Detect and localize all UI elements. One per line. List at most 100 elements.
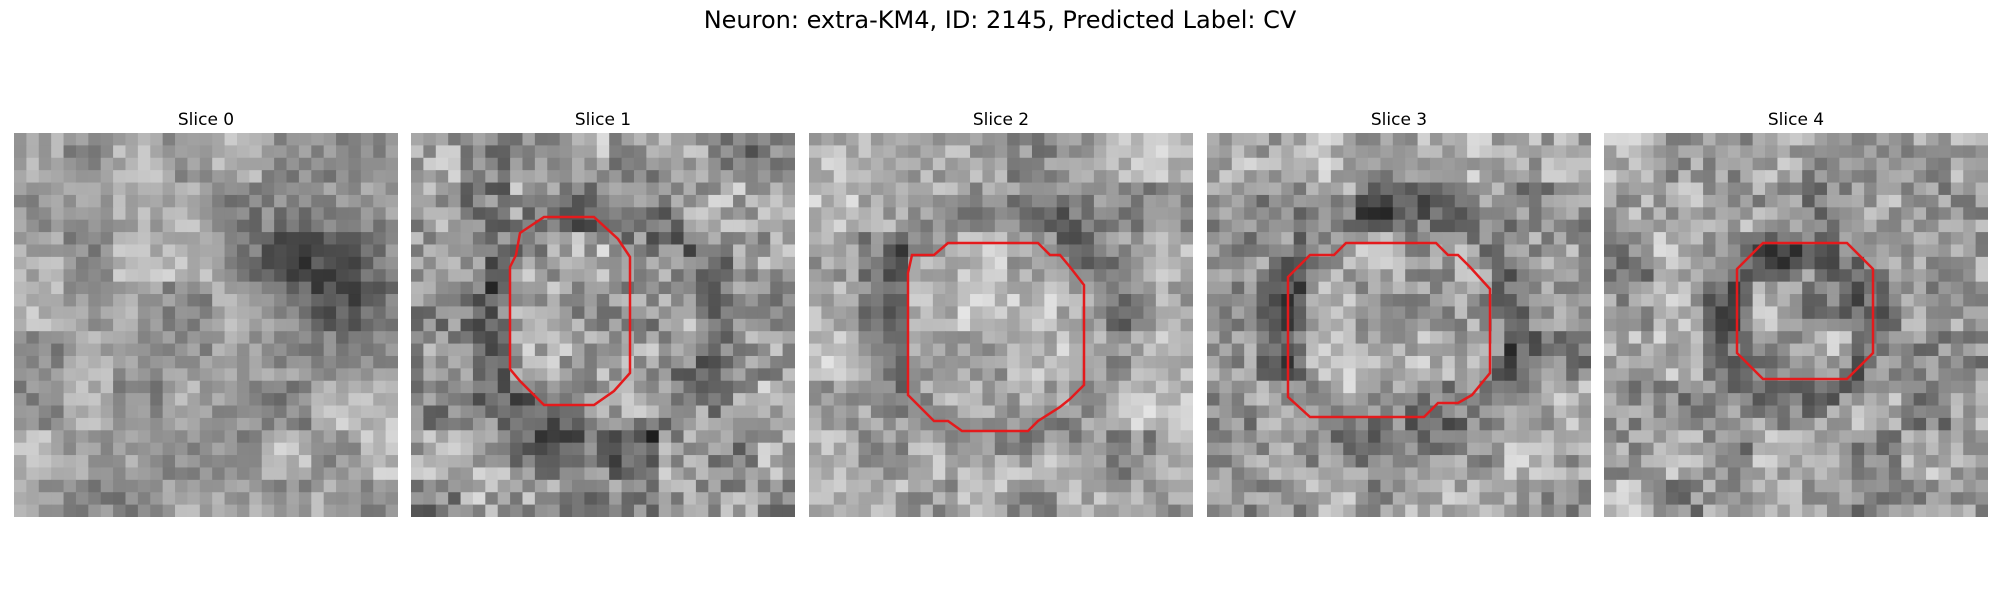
pixel bbox=[1044, 306, 1058, 320]
pixel bbox=[497, 207, 511, 221]
pixel bbox=[162, 343, 176, 357]
pixel bbox=[175, 430, 189, 444]
pixel bbox=[1244, 207, 1258, 221]
pixel bbox=[411, 492, 424, 506]
pixel bbox=[472, 207, 486, 221]
pixel bbox=[1814, 170, 1828, 184]
pixel bbox=[1777, 430, 1791, 444]
pixel bbox=[1118, 133, 1132, 146]
pixel bbox=[249, 430, 263, 444]
pixel bbox=[1491, 281, 1505, 295]
pixel bbox=[671, 145, 685, 159]
pixel bbox=[1180, 306, 1193, 320]
pixel bbox=[809, 219, 822, 233]
pixel bbox=[757, 455, 771, 469]
pixel bbox=[1293, 232, 1307, 246]
pixel bbox=[1888, 269, 1902, 283]
pixel bbox=[522, 479, 536, 493]
pixel bbox=[522, 145, 536, 159]
pixel bbox=[1256, 133, 1270, 146]
pixel bbox=[1355, 133, 1369, 146]
pixel bbox=[908, 368, 922, 382]
pixel bbox=[249, 318, 263, 332]
pixel bbox=[423, 430, 437, 444]
pixel bbox=[745, 417, 759, 431]
pixel bbox=[1604, 306, 1617, 320]
pixel bbox=[1168, 256, 1182, 270]
pixel bbox=[782, 331, 795, 345]
pixel bbox=[1826, 492, 1840, 506]
pixel bbox=[646, 405, 660, 419]
pixel bbox=[1442, 331, 1456, 345]
pixel bbox=[1380, 380, 1394, 394]
pixel bbox=[411, 170, 424, 184]
pixel bbox=[1293, 343, 1307, 357]
pixel bbox=[26, 504, 40, 517]
pixel bbox=[534, 417, 548, 431]
pixel bbox=[1802, 182, 1816, 196]
pixel bbox=[249, 170, 263, 184]
pixel bbox=[38, 417, 52, 431]
pixel bbox=[1056, 306, 1070, 320]
pixel bbox=[596, 194, 610, 208]
pixel bbox=[809, 479, 822, 493]
pixel bbox=[1293, 405, 1307, 419]
pixel bbox=[261, 182, 275, 196]
pixel bbox=[1901, 455, 1915, 469]
pixel bbox=[1727, 182, 1741, 196]
pixel bbox=[821, 405, 835, 419]
pixel bbox=[323, 355, 337, 369]
pixel bbox=[1789, 182, 1803, 196]
pixel bbox=[1839, 393, 1853, 407]
pixel bbox=[448, 145, 462, 159]
pixel bbox=[100, 455, 114, 469]
slice-panel-3: Slice 3 bbox=[1207, 107, 1591, 517]
pixel bbox=[895, 219, 909, 233]
pixel bbox=[1851, 207, 1865, 221]
pixel bbox=[261, 269, 275, 283]
pixel bbox=[113, 133, 127, 146]
pixel bbox=[1007, 145, 1021, 159]
pixel bbox=[1281, 430, 1295, 444]
pixel bbox=[1950, 442, 1964, 456]
pixel bbox=[1727, 170, 1741, 184]
pixel bbox=[1007, 355, 1021, 369]
pixel bbox=[833, 355, 847, 369]
pixel bbox=[1380, 417, 1394, 431]
pixel bbox=[1541, 368, 1555, 382]
pixel bbox=[757, 232, 771, 246]
pixel bbox=[1368, 157, 1382, 171]
pixel bbox=[1789, 393, 1803, 407]
pixel bbox=[1355, 170, 1369, 184]
pixel bbox=[920, 207, 934, 221]
pixel bbox=[1330, 306, 1344, 320]
pixel bbox=[809, 194, 822, 208]
pixel bbox=[1616, 281, 1630, 295]
pixel bbox=[1467, 504, 1481, 517]
pixel bbox=[1566, 504, 1580, 517]
pixel bbox=[14, 405, 27, 419]
pixel bbox=[1056, 479, 1070, 493]
pixel bbox=[1553, 492, 1567, 506]
pixel bbox=[336, 294, 350, 308]
pixel bbox=[1081, 393, 1095, 407]
pixel bbox=[621, 256, 635, 270]
pixel bbox=[1143, 157, 1157, 171]
pixel bbox=[75, 343, 89, 357]
pixel bbox=[1541, 182, 1555, 196]
pixel bbox=[1938, 219, 1952, 233]
pixel bbox=[596, 405, 610, 419]
pixel bbox=[821, 232, 835, 246]
pixel bbox=[609, 393, 623, 407]
pixel bbox=[1802, 355, 1816, 369]
pixel bbox=[609, 294, 623, 308]
pixel bbox=[932, 194, 946, 208]
pixel bbox=[1219, 405, 1233, 419]
pixel bbox=[1231, 219, 1245, 233]
pixel bbox=[1504, 157, 1518, 171]
pixel bbox=[1926, 455, 1940, 469]
pixel bbox=[1814, 133, 1828, 146]
pixel bbox=[1616, 219, 1630, 233]
pixel bbox=[1380, 182, 1394, 196]
pixel bbox=[1093, 281, 1107, 295]
